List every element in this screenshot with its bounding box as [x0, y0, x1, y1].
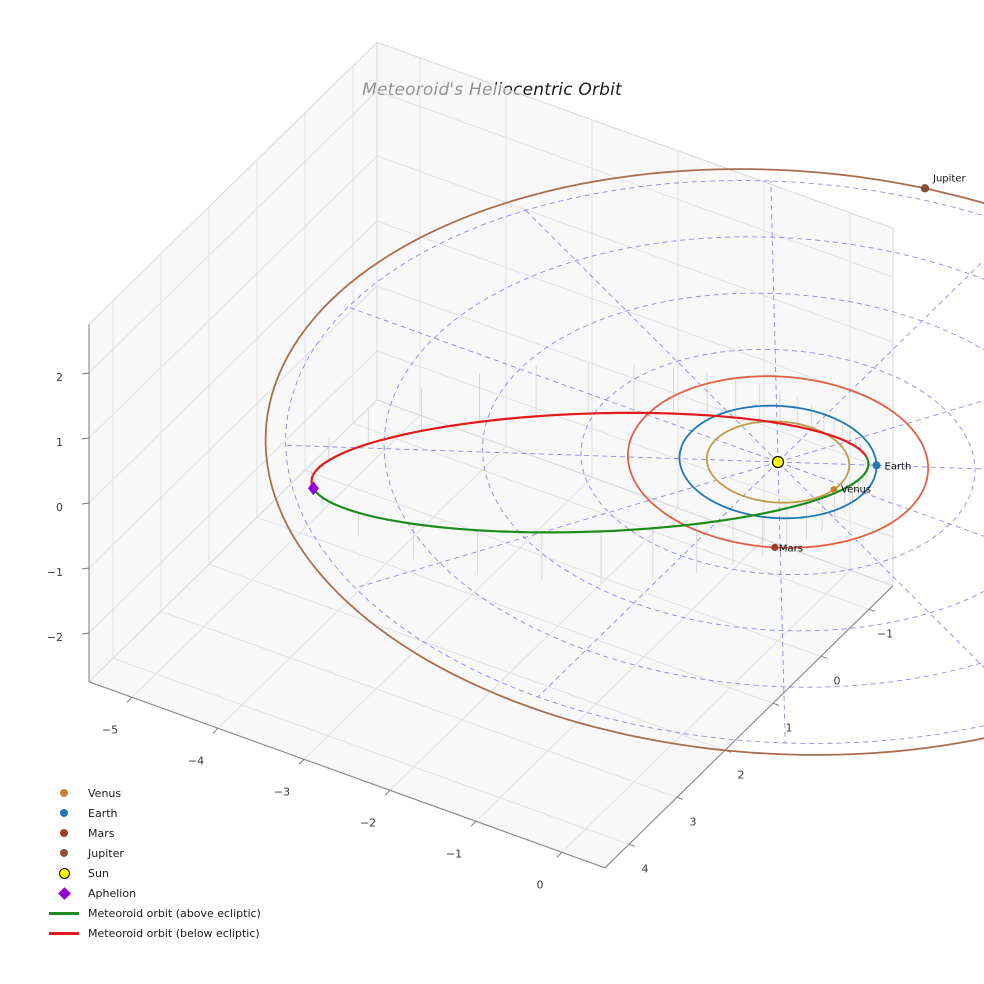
legend-label: Meteoroid orbit (above ecliptic)	[88, 906, 261, 920]
legend: Venus Earth Mars Jupiter Sun Aphelion Me…	[46, 786, 261, 940]
x-tick-label: −3	[274, 785, 290, 798]
jupiter-label: Jupiter	[932, 173, 966, 184]
legend-item-mars: Mars	[46, 826, 261, 840]
grid-spoke	[777, 461, 786, 744]
legend-item-meteoroid-below: Meteoroid orbit (below ecliptic)	[46, 926, 261, 940]
mars-legend-marker-icon	[60, 829, 68, 837]
legend-label: Venus	[88, 786, 122, 800]
earth-orbit	[678, 404, 878, 520]
meteoroid-orbit-below	[310, 411, 868, 489]
venus-legend-marker-icon	[60, 789, 68, 797]
z-tick-label: −2	[47, 631, 63, 644]
x-tick-label: −5	[102, 723, 118, 736]
mars-marker	[771, 543, 779, 552]
legend-label: Meteoroid orbit (below ecliptic)	[88, 926, 260, 940]
z-tick-label: 0	[56, 501, 63, 514]
x-tick-label: −4	[188, 754, 204, 767]
mars-orbit	[627, 375, 929, 549]
earth-label: Earth	[885, 461, 912, 472]
y-axis-line	[604, 585, 894, 869]
grid-spoke	[355, 461, 779, 589]
aphelion-marker	[307, 481, 319, 496]
meteoroid-below-legend-line-icon	[49, 931, 79, 935]
x-axis-line	[88, 681, 606, 869]
y-tick-label: 1	[786, 721, 793, 734]
grid-spoke	[770, 180, 779, 463]
legend-label: Mars	[88, 826, 115, 840]
legend-item-meteoroid-above: Meteoroid orbit (above ecliptic)	[46, 906, 261, 920]
y-tick-label: 2	[738, 768, 745, 781]
meteoroid-stems	[311, 363, 869, 583]
legend-label: Sun	[88, 866, 109, 880]
grid-spoke	[777, 461, 984, 537]
z-tick-label: −1	[47, 566, 63, 579]
grid-circle	[383, 236, 984, 688]
axis-ticks	[81, 372, 876, 858]
tick-labels: −5 −4 −3 −2 −1 0 −1 0 1 2 3 4 −2 −1 0 1 2	[47, 371, 893, 891]
venus-marker	[830, 486, 838, 493]
markers: Venus Earth Mars Jupiter	[307, 173, 966, 554]
y-tick-label: −1	[877, 627, 893, 640]
legend-label: Aphelion	[88, 886, 137, 900]
ecliptic-polar-grid	[285, 180, 984, 744]
legend-item-sun: Sun	[46, 866, 261, 880]
earth-legend-marker-icon	[60, 809, 68, 817]
jupiter-marker	[920, 184, 930, 193]
y-tick-label: 3	[690, 815, 697, 828]
x-tick-label: −1	[446, 847, 462, 860]
grid-spoke	[777, 400, 984, 463]
z-tick-label: 1	[56, 436, 63, 449]
grid-spoke	[537, 461, 779, 698]
axes-panes	[88, 41, 894, 869]
meteoroid-above-legend-line-icon	[49, 911, 79, 915]
jupiter-orbit	[264, 168, 984, 756]
earth-marker	[872, 461, 881, 470]
grid-spoke	[347, 306, 779, 463]
legend-item-aphelion: Aphelion	[46, 886, 261, 900]
legend-label: Earth	[88, 806, 118, 820]
legend-item-venus: Venus	[46, 786, 261, 800]
mars-label: Mars	[779, 543, 803, 554]
sun-legend-marker-icon	[58, 867, 70, 879]
aphelion-legend-marker-icon	[57, 886, 71, 900]
y-tick-label: 0	[834, 674, 841, 687]
legend-item-earth: Earth	[46, 806, 261, 820]
pane-grid	[88, 57, 894, 853]
jupiter-legend-marker-icon	[60, 849, 68, 857]
x-tick-label: 0	[537, 878, 544, 891]
venus-orbit	[705, 420, 851, 504]
meteoroid-orbit-above	[312, 456, 870, 534]
grid-spoke	[777, 461, 984, 470]
x-tick-label: −2	[360, 816, 376, 829]
venus-label: Venus	[841, 485, 871, 496]
sun-marker	[771, 455, 785, 469]
y-tick-label: 4	[642, 862, 649, 875]
z-tick-label: 2	[56, 371, 63, 384]
legend-item-jupiter: Jupiter	[46, 846, 261, 860]
grid-spoke	[525, 209, 779, 463]
grid-spoke	[777, 259, 984, 463]
legend-label: Jupiter	[88, 846, 124, 860]
grid-spoke	[285, 444, 779, 463]
